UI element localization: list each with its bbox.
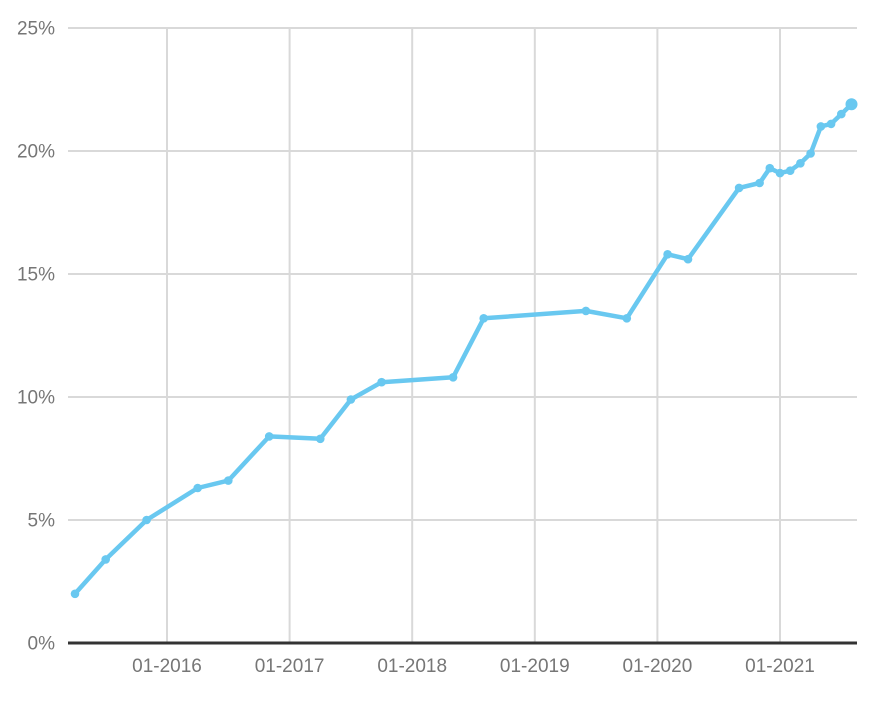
data-point	[377, 377, 386, 387]
x-tick-label: 01-2017	[255, 656, 325, 677]
data-point	[683, 254, 693, 264]
y-tick-label: 20%	[17, 142, 55, 163]
x-tick-label: 01-2018	[377, 656, 447, 677]
data-point	[837, 109, 846, 119]
data-point	[224, 476, 233, 485]
y-tick-label: 15%	[17, 265, 55, 286]
data-point	[581, 306, 591, 316]
data-point	[316, 434, 325, 444]
data-point	[346, 395, 356, 404]
data-point	[663, 250, 672, 259]
y-tick-label: 10%	[17, 388, 55, 409]
data-point	[622, 314, 632, 323]
data-point	[816, 122, 826, 131]
data-point	[142, 515, 151, 525]
data-point	[826, 119, 836, 129]
y-tick-label: 25%	[17, 19, 55, 40]
data-point	[765, 163, 775, 173]
data-point	[101, 555, 110, 564]
data-point	[775, 168, 785, 178]
x-tick-label: 01-2016	[132, 656, 202, 677]
data-point	[448, 373, 458, 382]
data-point	[479, 314, 489, 323]
y-tick-label: 5%	[28, 511, 56, 532]
x-tick-label: 01-2020	[623, 656, 693, 677]
x-tick-label: 01-2021	[745, 656, 815, 677]
y-tick-label: 0%	[28, 634, 56, 655]
data-point	[734, 183, 744, 193]
data-point	[845, 98, 858, 111]
data-point	[785, 166, 795, 175]
data-point	[264, 432, 274, 441]
data-point	[193, 483, 202, 493]
data-point	[70, 589, 80, 599]
data-point	[806, 149, 815, 158]
x-tick-label: 01-2019	[500, 656, 570, 677]
data-point	[796, 159, 805, 168]
data-point	[755, 178, 764, 188]
